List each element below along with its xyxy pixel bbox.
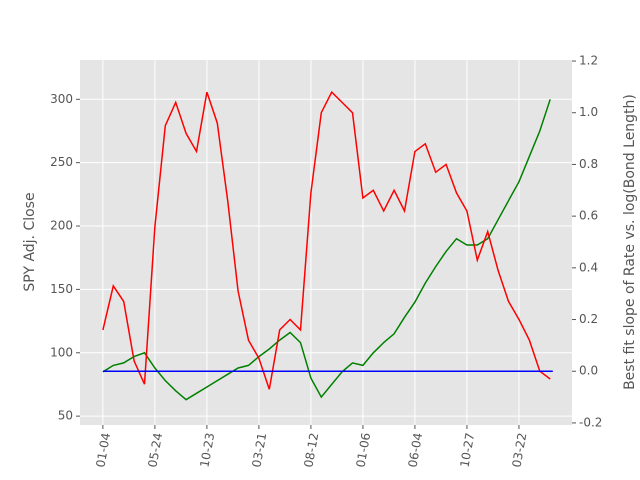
x-tick-label: 01-06 [353, 432, 373, 469]
y-tick-label: 300 [50, 92, 73, 106]
x-tick-label: 10-23 [197, 432, 217, 469]
y2-tick-label: 1.0 [579, 105, 598, 119]
x-tick-label: 01-04 [93, 432, 113, 469]
y2-axis-label: Best fit slope of Rate vs. log(Bond Leng… [622, 94, 638, 390]
series-line [102, 99, 551, 401]
y-tick-label: 150 [50, 282, 73, 296]
x-tick-label: 06-04 [405, 432, 425, 469]
y2-tick-label: 0.4 [579, 260, 598, 274]
x-tick-label: 03-21 [249, 432, 269, 469]
x-tick-label: 08-12 [301, 432, 321, 469]
y-tick-label: 50 [58, 409, 73, 423]
series-line [102, 90, 551, 390]
y2-tick-label: 0.6 [579, 209, 598, 223]
y2-tick-label: 1.2 [579, 54, 598, 68]
y2-tick-label: 0.0 [579, 364, 598, 378]
y-axis-label: SPY Adj. Close [22, 192, 38, 291]
x-tick-label: 10-27 [458, 432, 478, 469]
y-tick-label: 200 [50, 219, 73, 233]
y2-tick-label: 0.2 [579, 312, 598, 326]
x-tick-label: 05-24 [145, 432, 165, 469]
y-tick-label: 250 [50, 155, 73, 169]
y-tick-label: 100 [50, 345, 73, 359]
y2-tick-label: 0.8 [579, 157, 598, 171]
x-tick-label: 03-22 [510, 432, 530, 469]
y2-tick-label: -0.2 [579, 415, 602, 429]
